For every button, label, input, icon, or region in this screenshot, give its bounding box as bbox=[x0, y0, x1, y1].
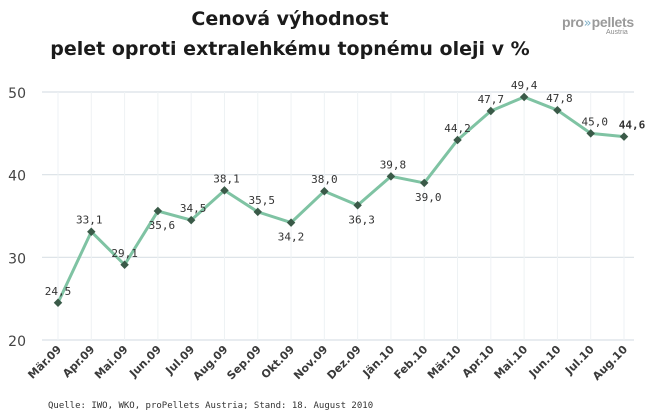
data-label: 38,1 bbox=[213, 172, 240, 185]
data-label: 34,2 bbox=[278, 231, 305, 244]
x-tick-label: Mai.09 bbox=[92, 343, 131, 382]
data-point bbox=[253, 207, 263, 217]
chart-title-line2: pelet oproti extralehkému topnému oleji … bbox=[50, 38, 530, 60]
data-label: 44,2 bbox=[444, 122, 471, 135]
logo-brand-left: pro bbox=[562, 14, 584, 30]
data-label: 47,8 bbox=[546, 92, 573, 105]
y-tick-label: 20 bbox=[8, 334, 26, 350]
y-tick-label: 40 bbox=[8, 169, 26, 185]
y-tick-label: 50 bbox=[8, 86, 26, 102]
y-tick-label: 30 bbox=[8, 251, 26, 267]
x-tick-label: Nov.09 bbox=[291, 343, 330, 382]
data-point bbox=[386, 172, 396, 181]
x-tick-label: Aug.09 bbox=[190, 343, 230, 383]
data-label: 36,3 bbox=[348, 213, 375, 226]
data-point bbox=[286, 218, 296, 227]
x-tick-label: Aug.10 bbox=[590, 343, 630, 383]
data-label: 24,5 bbox=[45, 285, 72, 298]
data-label: 39,0 bbox=[415, 191, 442, 204]
data-point bbox=[486, 106, 496, 116]
chart-title-line1: Cenová výhodnost bbox=[191, 8, 389, 30]
x-tick-label: Okt.09 bbox=[259, 343, 297, 381]
data-point bbox=[220, 186, 229, 195]
x-tick-label: Mai.10 bbox=[492, 343, 531, 382]
data-label: 35,5 bbox=[249, 194, 276, 207]
data-label: 45,0 bbox=[581, 115, 608, 128]
logo-chevron-icon: » bbox=[583, 16, 592, 31]
x-tick-label: Apr.10 bbox=[460, 343, 498, 381]
data-point bbox=[419, 178, 429, 188]
x-tick-label: Jun.10 bbox=[526, 343, 564, 381]
data-label: 39,8 bbox=[380, 158, 407, 171]
x-tick-label: Jun.09 bbox=[126, 343, 164, 381]
data-point bbox=[120, 260, 129, 270]
data-label: 47,7 bbox=[478, 93, 505, 106]
data-label: 44,6 bbox=[619, 119, 646, 132]
data-label: 38,0 bbox=[311, 173, 338, 186]
data-point bbox=[53, 298, 63, 308]
logo-brand-right: pellets bbox=[591, 14, 635, 30]
data-point bbox=[153, 206, 163, 216]
data-point bbox=[619, 132, 629, 141]
x-tick-label: Mär.09 bbox=[25, 343, 64, 382]
x-tick-label: Feb.10 bbox=[392, 343, 431, 382]
data-point bbox=[453, 135, 462, 145]
propellets-logo: pro»pellets Austria bbox=[562, 12, 634, 36]
data-point bbox=[186, 215, 196, 225]
data-label: 29,1 bbox=[111, 247, 138, 260]
data-label: 35,6 bbox=[149, 219, 176, 232]
x-tick-label: Mär.10 bbox=[425, 343, 464, 382]
x-tick-label: Dez.09 bbox=[325, 343, 364, 382]
data-point bbox=[320, 186, 329, 196]
data-label: 33,1 bbox=[76, 214, 103, 227]
x-tick-label: Sep.09 bbox=[224, 343, 263, 382]
source-note: Quelle: IWO, WKO, proPellets Austria; St… bbox=[48, 401, 374, 411]
x-tick-label: Jän.10 bbox=[360, 343, 398, 381]
series-line bbox=[56, 95, 625, 304]
x-tick-label: Apr.09 bbox=[60, 343, 97, 380]
data-point bbox=[353, 201, 362, 210]
logo-sub: Austria bbox=[606, 29, 628, 36]
data-label: 34,5 bbox=[180, 202, 207, 215]
data-label: 49,4 bbox=[511, 79, 538, 92]
data-point bbox=[87, 227, 96, 236]
data-point bbox=[519, 92, 529, 102]
